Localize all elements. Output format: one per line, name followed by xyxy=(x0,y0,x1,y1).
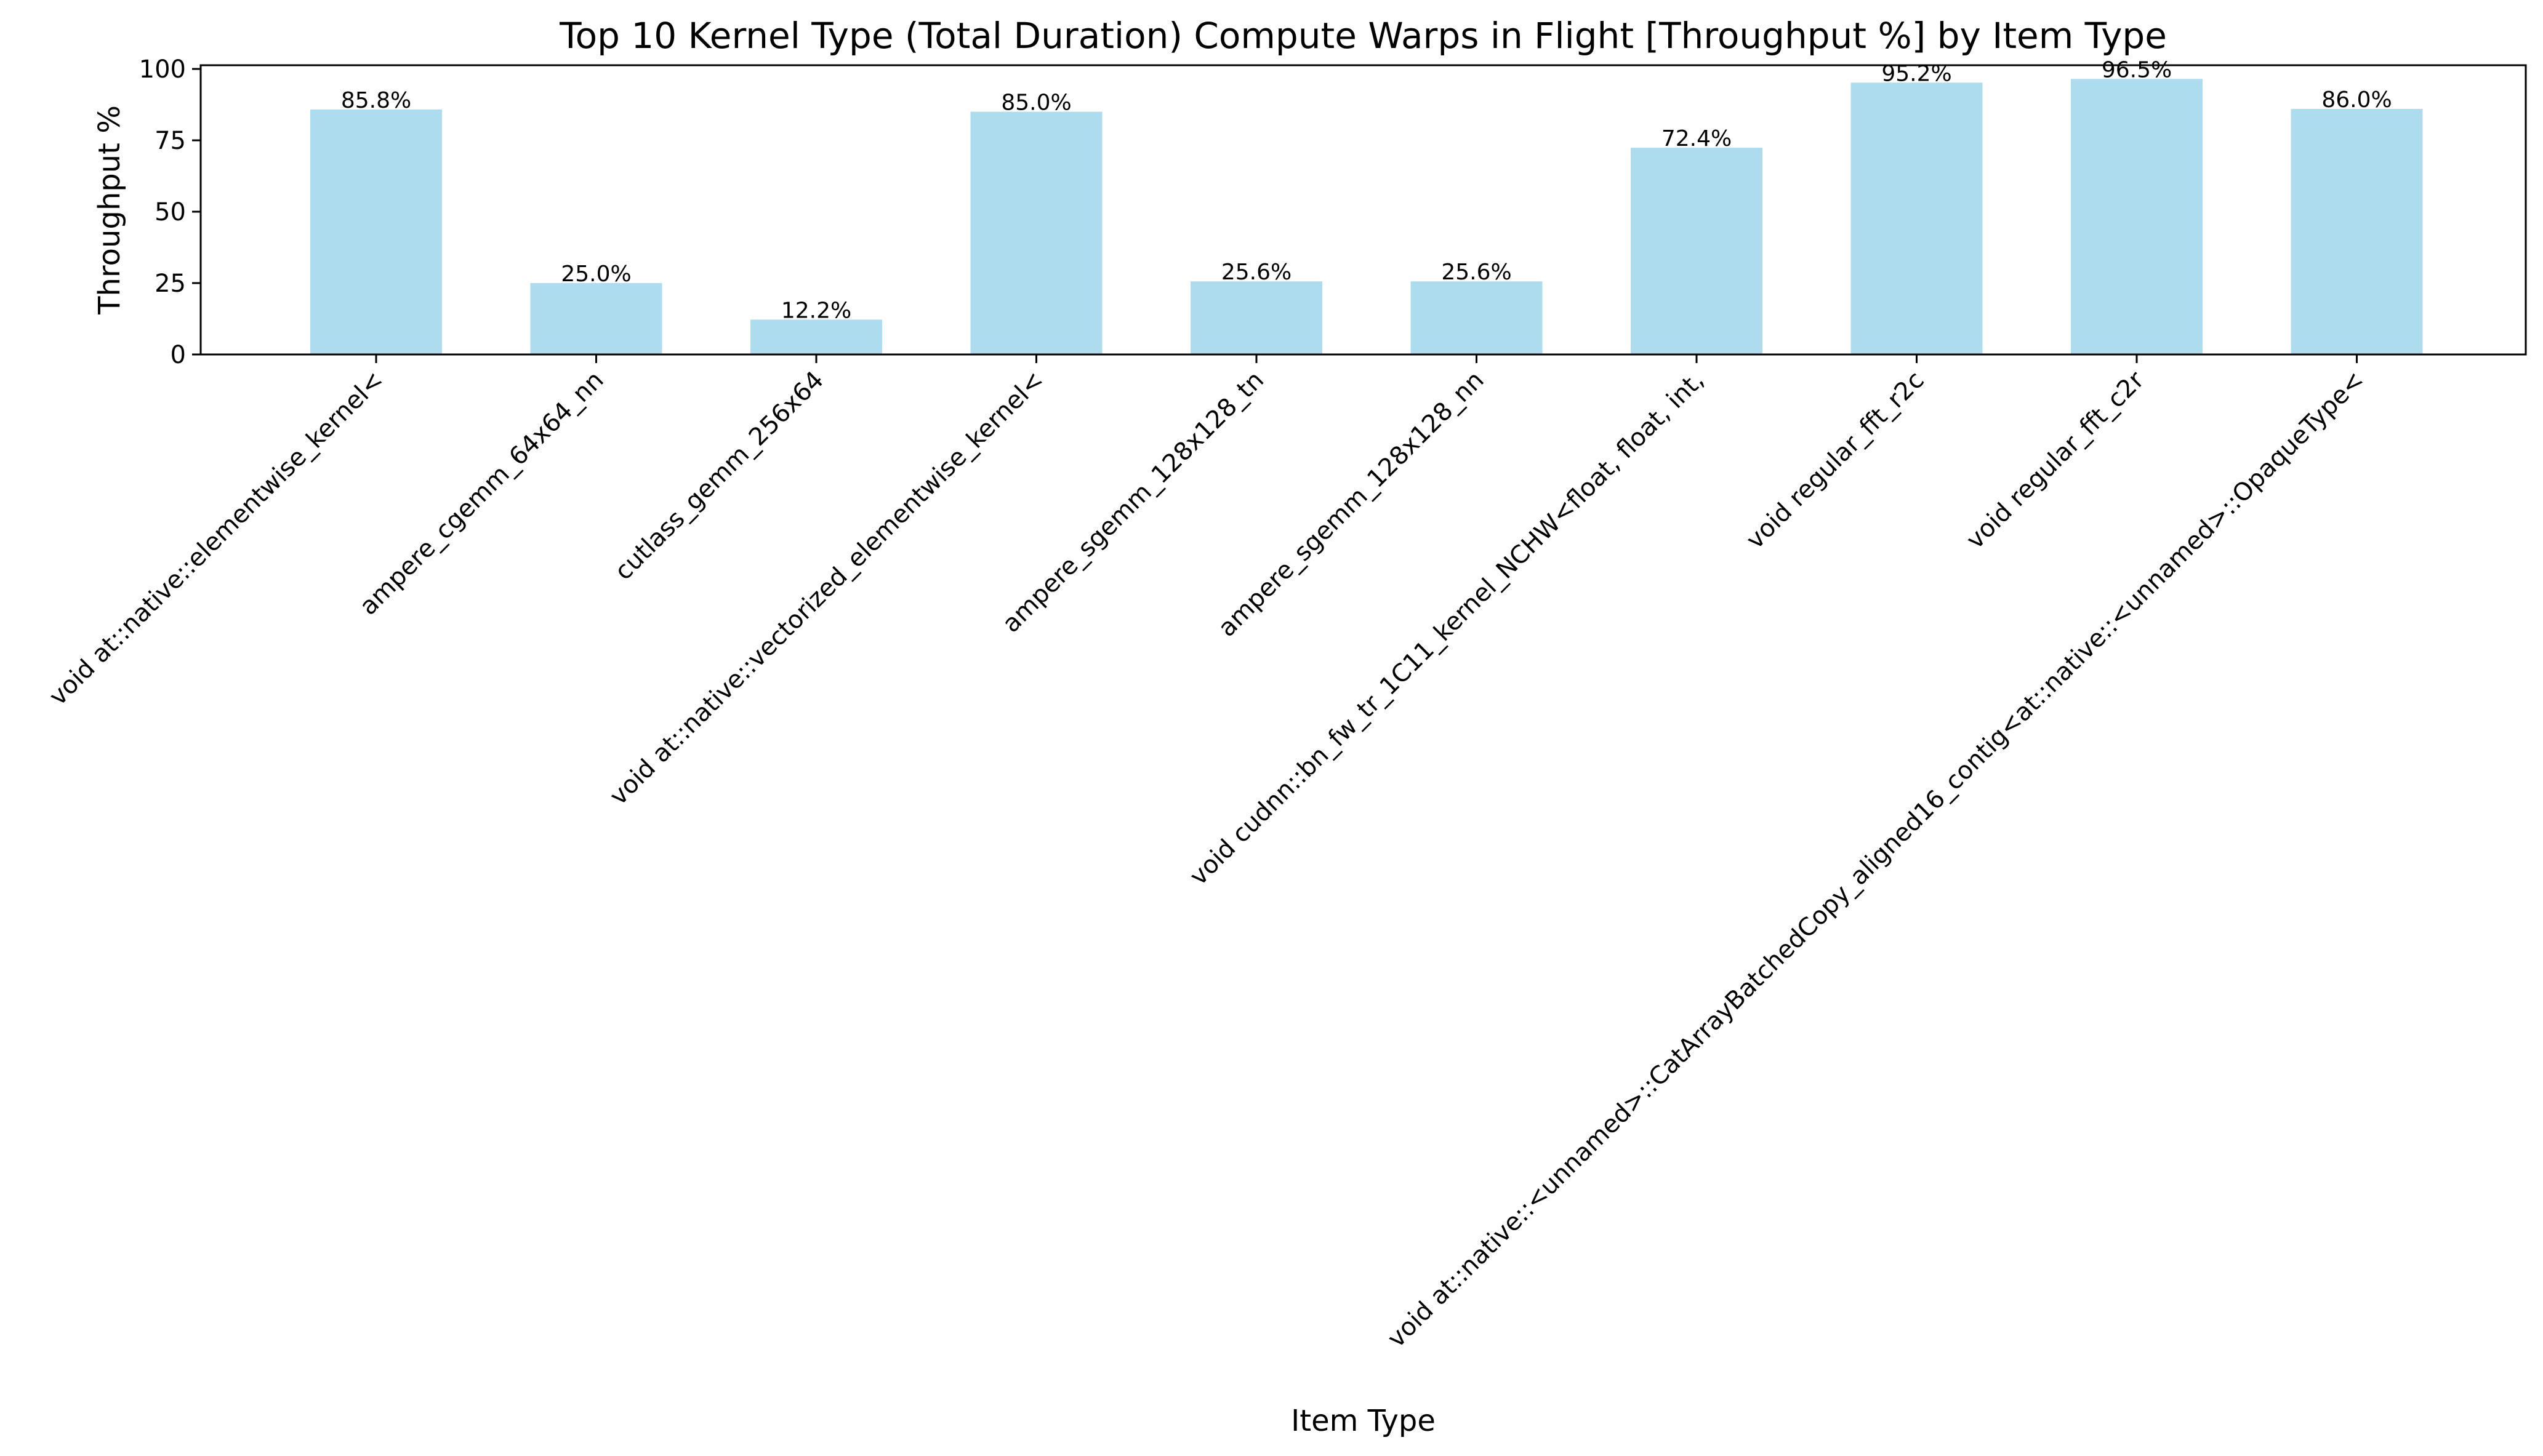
x-axis: void at::native::elementwise_kernel<ampe… xyxy=(44,354,2370,1353)
y-tick-label-0: 0 xyxy=(171,341,186,369)
y-axis-label: Throughput % xyxy=(92,105,127,315)
bar-7 xyxy=(1631,148,1762,355)
data-label-2: 25.0% xyxy=(561,262,631,287)
y-axis: 0 25 50 75 100 xyxy=(139,55,201,369)
data-label-4: 85.0% xyxy=(1001,90,1071,116)
data-label-1: 85.8% xyxy=(341,88,411,113)
x-tick-label-10: void at::native::<unnamed>::CatArrayBatc… xyxy=(1382,366,2369,1353)
data-label-6: 25.6% xyxy=(1441,260,1511,285)
chart-title: Top 10 Kernel Type (Total Duration) Comp… xyxy=(559,15,2167,57)
x-tick-label-9: void regular_fft_c2r xyxy=(1961,366,2150,554)
bar-5 xyxy=(1191,281,1322,354)
x-tick-label-3: cutlass_gemm_256x64 xyxy=(609,366,829,586)
x-tick-label-1: void at::native::elementwise_kernel< xyxy=(44,366,389,711)
data-label-3: 12.2% xyxy=(781,298,851,323)
y-tick-label-100: 100 xyxy=(139,55,186,84)
data-label-10: 86.0% xyxy=(2321,87,2392,113)
x-tick-label-4: void at::native::vectorized_elementwise_… xyxy=(605,366,1050,811)
bars-layer xyxy=(310,79,2423,355)
bar-4 xyxy=(970,111,1103,355)
bar-2 xyxy=(530,283,662,354)
value-labels-layer: 85.8%25.0%12.2%85.0%25.6% 25.6%72.4%95.2%… xyxy=(341,57,2392,323)
plot-frame xyxy=(199,64,2527,356)
y-tick-label-75: 75 xyxy=(155,127,186,155)
bar-10 xyxy=(2291,108,2423,354)
bar-9 xyxy=(2071,79,2203,354)
x-tick-label-7: void cudnn::bn_fw_tr_1C11_kernel_NCHW<fl… xyxy=(1184,366,1709,891)
bar-1 xyxy=(310,109,442,354)
data-label-5: 25.6% xyxy=(1221,260,1292,285)
y-tick-label-25: 25 xyxy=(155,270,186,298)
data-label-9: 96.5% xyxy=(2102,57,2172,82)
bar-3 xyxy=(750,319,882,354)
x-axis-label: Item Type xyxy=(1291,1404,1436,1438)
data-label-7: 72.4% xyxy=(1661,126,1732,151)
x-tick-label-5: ampere_sgemm_128x128_tn xyxy=(997,366,1270,639)
x-tick-label-8: void regular_fft_r2c xyxy=(1741,366,1930,555)
bar-6 xyxy=(1410,281,1543,354)
bar-8 xyxy=(1850,82,1983,355)
x-tick-label-2: ampere_cgemm_64x64_nn xyxy=(354,366,609,621)
y-tick-label-50: 50 xyxy=(155,198,186,226)
x-tick-label-6: ampere_sgemm_128x128_nn xyxy=(1213,366,1489,642)
